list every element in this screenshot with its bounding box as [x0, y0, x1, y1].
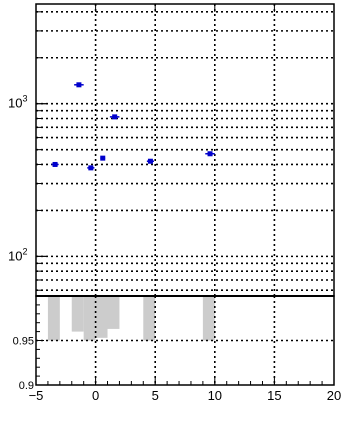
- data-point-marker: [147, 158, 153, 164]
- x-tick-label: 15: [267, 388, 281, 403]
- data-point-marker: [52, 161, 58, 167]
- ratio-y-tick-label: 0.9: [19, 380, 34, 392]
- ratio-bar: [47, 296, 60, 341]
- data-point-marker: [207, 151, 213, 157]
- upper-panel: 103 102: [8, 3, 335, 297]
- ratio-panel: −5 0 5 10 15 20 0.9 0.95: [13, 295, 341, 403]
- x-tick-label: 0: [92, 388, 99, 403]
- ratio-bar: [83, 296, 96, 341]
- x-tick-label: −5: [29, 388, 44, 403]
- data-point-marker: [88, 165, 94, 171]
- x-tick-label: 20: [327, 388, 341, 403]
- ratio-bar: [71, 296, 84, 332]
- y-tick-label: 102: [8, 246, 27, 263]
- x-tick-label: 5: [152, 388, 159, 403]
- upper-plot-frame: [35, 3, 335, 297]
- data-point-marker: [76, 82, 82, 88]
- ratio-bar: [95, 296, 108, 338]
- x-tick-label: 10: [208, 388, 222, 403]
- data-point-marker: [112, 114, 118, 120]
- data-point-marker: [100, 155, 106, 161]
- ratio-y-tick-label: 0.95: [13, 336, 34, 348]
- ratio-bar: [143, 296, 156, 341]
- y-tick-label: 103: [8, 94, 27, 111]
- ratio-bar: [202, 296, 215, 341]
- ratio-bar: [107, 296, 120, 329]
